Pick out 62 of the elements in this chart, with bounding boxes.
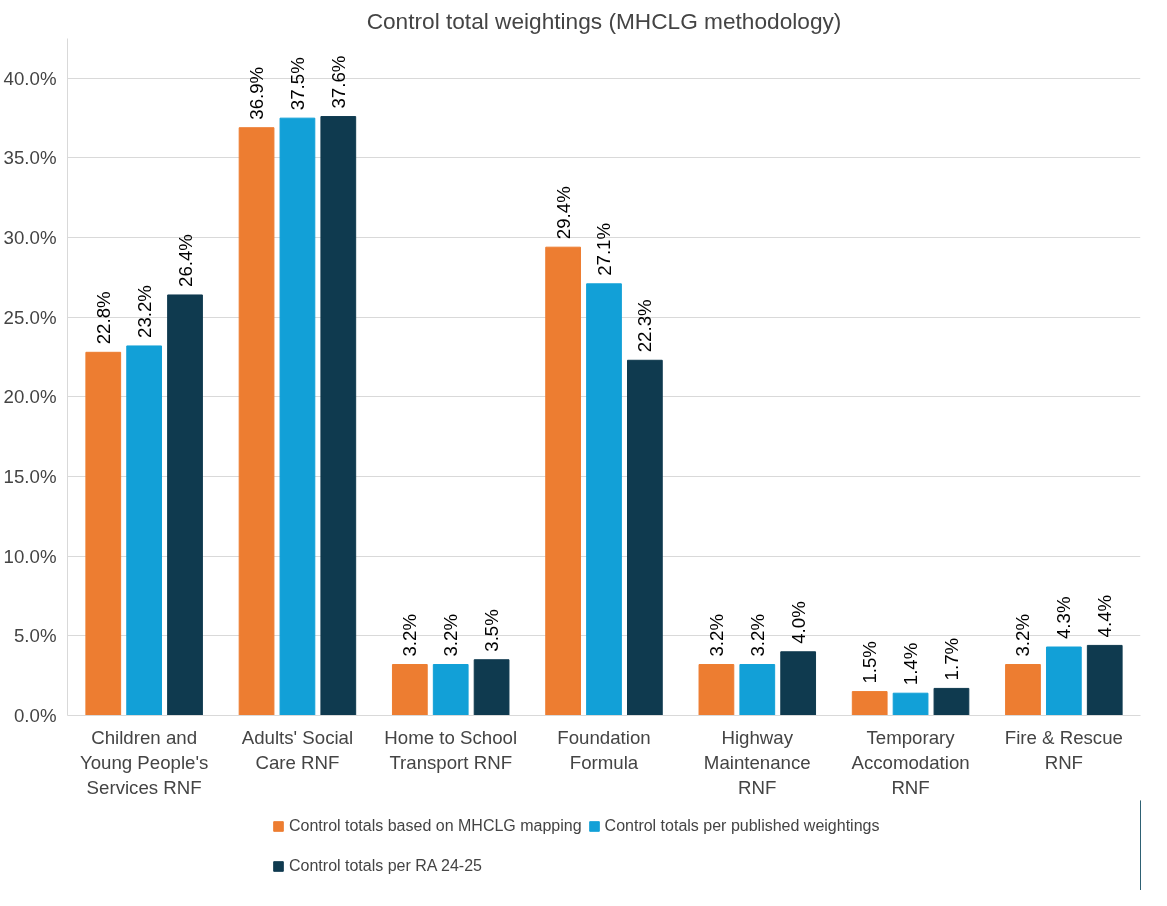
bar [85,351,122,716]
data-label: 3.2% [399,613,421,657]
bar [320,116,357,716]
data-label: 3.2% [440,613,462,657]
bar [167,294,203,716]
x-tick-label: Home to School Transport RNF [384,726,518,773]
data-label: 27.1% [593,222,615,276]
bar [739,664,776,716]
data-label: 23.2% [133,285,155,338]
bar [892,692,929,716]
y-tick-label: 25.0% [3,306,57,328]
bar [279,117,316,716]
data-label: 37.5% [286,57,308,111]
bar [627,359,663,716]
legend-label: Control totals based on MHCLG mapping [289,817,582,835]
data-label: 22.3% [634,299,656,353]
x-tick-label: Temporary Accomodation RNF [851,726,970,798]
y-tick-label: 15.0% [3,466,57,488]
bar [586,283,622,716]
bar [238,127,275,716]
y-tick-label: 20.0% [3,386,57,408]
data-label: 29.4% [552,186,574,240]
y-tick-label: 0.0% [13,705,57,726]
x-tick-label: Fire & Rescue RNF [1004,726,1123,773]
legend-label: Control totals per published weightings [604,817,880,835]
data-label: 3.2% [746,613,768,657]
bar [545,246,581,716]
data-label: 36.9% [246,66,268,120]
data-label: 1.4% [900,642,922,686]
data-label: 22.8% [92,291,114,345]
bar [1045,646,1082,716]
bar [391,664,428,716]
bar [698,664,735,716]
bar [851,691,888,716]
data-label: 1.7% [940,637,962,681]
data-label: 1.5% [859,641,881,684]
bar [473,659,510,716]
y-tick-label: 35.0% [3,147,57,169]
y-tick-label: 5.0% [13,625,57,647]
data-label: 26.4% [174,234,196,287]
data-label: 3.2% [705,613,727,657]
y-tick-label: 40.0% [3,67,57,89]
bar [126,345,163,716]
x-tick-label: Highway Maintenance RNF [703,726,811,798]
y-tick-label: 10.0% [3,545,57,567]
x-tick-label: Foundation Formula [557,726,651,773]
data-label: 3.5% [481,609,503,652]
y-tick-label: 30.0% [3,227,57,249]
data-label: 3.2% [1012,613,1034,657]
data-label: 4.3% [1053,596,1075,639]
x-tick-label: Children and Young People's Services RNF [79,726,209,798]
bar [1005,664,1041,716]
x-tick-label: Adults' Social Care RNF [241,726,354,773]
bar [780,651,817,716]
data-label: 37.6% [327,55,349,109]
data-label: 4.0% [787,601,809,644]
bar [1086,644,1123,716]
legend-label: Control totals per RA 24-25 [289,857,482,875]
bar [933,687,970,716]
data-label: 4.4% [1094,594,1116,638]
chart-title: Control total weightings (MHCLG methodology) [366,7,842,34]
bar [432,664,469,716]
